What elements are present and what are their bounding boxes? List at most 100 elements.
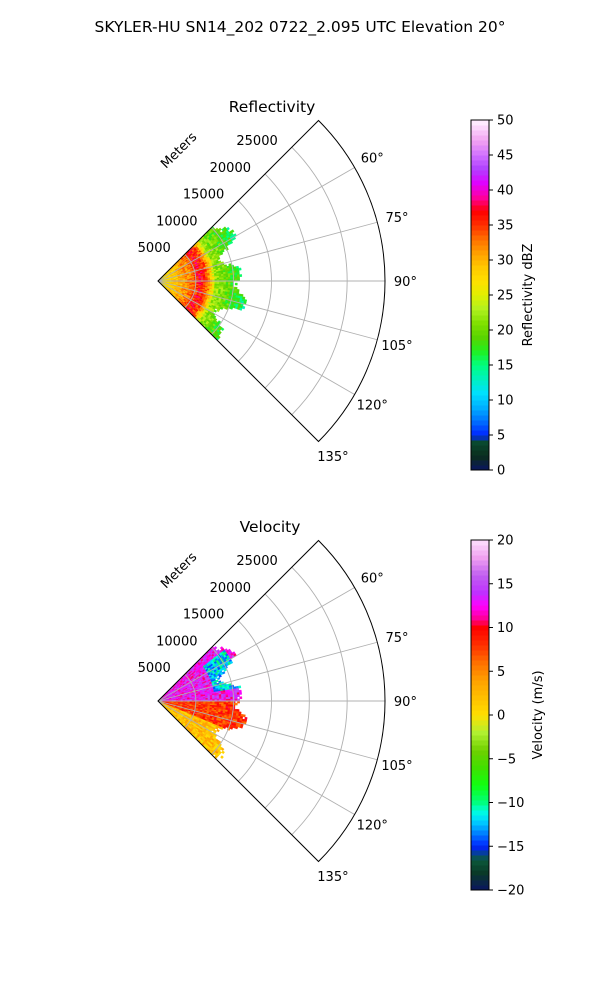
velocity-colorbar-segment <box>471 540 489 546</box>
reflectivity-colorbar-segment <box>471 330 489 336</box>
reflectivity-azimuth-line <box>157 167 355 282</box>
reflectivity-colorbar-segment <box>471 460 489 466</box>
velocity-colorbar-segment <box>471 880 489 886</box>
velocity-cell <box>242 714 246 718</box>
reflectivity-colorbar-tick-label: 15 <box>497 359 514 374</box>
reflectivity-colorbar-segment <box>471 135 489 141</box>
velocity-colorbar-segment <box>471 660 489 666</box>
velocity-radial-tick-label: 20000 <box>210 581 251 596</box>
reflectivity-colorbar-segment <box>471 210 489 216</box>
reflectivity-colorbar-segment <box>471 205 489 211</box>
velocity-colorbar-segment <box>471 860 489 866</box>
velocity-angle-tick-label: 120° <box>357 819 388 834</box>
reflectivity-colorbar-label: Reflectivity dBZ <box>521 244 536 347</box>
reflectivity-colorbar-segment <box>471 200 489 206</box>
velocity-colorbar-segment <box>471 730 489 736</box>
velocity-colorbar-tick-label: 20 <box>497 534 514 549</box>
reflectivity-colorbar-segment <box>471 125 489 131</box>
velocity-angle-tick-label: 60° <box>361 571 384 586</box>
velocity-colorbar-tick-label: −5 <box>497 752 516 767</box>
reflectivity-colorbar-segment <box>471 190 489 196</box>
reflectivity-cell <box>223 277 227 280</box>
velocity-colorbar-segment <box>471 795 489 801</box>
velocity-colorbar-segment <box>471 605 489 611</box>
velocity-cell <box>223 697 227 700</box>
velocity-cell <box>215 679 219 683</box>
reflectivity-colorbar-segment <box>471 145 489 151</box>
velocity-colorbar-segment <box>471 855 489 861</box>
reflectivity-title: Reflectivity <box>229 98 316 116</box>
velocity-colorbar-segment <box>471 835 489 841</box>
velocity-colorbar-segment <box>471 585 489 591</box>
velocity-cell <box>230 694 234 698</box>
reflectivity-colorbar-segment <box>471 260 489 266</box>
reflectivity-cell <box>213 309 217 313</box>
reflectivity-cell <box>241 305 246 310</box>
reflectivity-colorbar-segment <box>471 325 489 331</box>
reflectivity-colorbar-segment <box>471 465 489 471</box>
reflectivity-colorbar-segment <box>471 250 489 256</box>
velocity-cell <box>220 755 224 760</box>
velocity-colorbar-segment <box>471 600 489 606</box>
velocity-colorbar-segment <box>471 620 489 626</box>
velocity-radial-tick-label: 5000 <box>138 661 171 676</box>
velocity-colorbar-segment <box>471 640 489 646</box>
reflectivity-colorbar-ticks: 0 5 10 15 20 25 30 35 40 45 50 <box>489 114 514 479</box>
reflectivity-cell <box>226 226 230 231</box>
velocity-panel: Velocity 5000 10000 15000 20000 25000 60° 75°… <box>138 518 417 885</box>
reflectivity-cell <box>236 274 240 278</box>
reflectivity-radial-tick-label: 25000 <box>236 134 277 149</box>
reflectivity-colorbar-segment <box>471 255 489 261</box>
reflectivity-colorbar-segment <box>471 285 489 291</box>
reflectivity-colorbar-segment <box>471 305 489 311</box>
velocity-colorbar-segment <box>471 590 489 596</box>
reflectivity-colorbar-tick-label: 10 <box>497 394 514 409</box>
velocity-cell <box>234 696 238 700</box>
reflectivity-colorbar-segment <box>471 450 489 456</box>
velocity-colorbar-segment <box>471 840 489 846</box>
velocity-colorbar-segment <box>471 670 489 676</box>
velocity-cell <box>239 692 242 695</box>
reflectivity-cell <box>230 276 234 280</box>
reflectivity-radial-axis-label: Meters <box>158 130 200 172</box>
reflectivity-colorbar-segment <box>471 235 489 241</box>
reflectivity-colorbar-segment <box>471 390 489 396</box>
reflectivity-colorbar-segment <box>471 365 489 371</box>
velocity-colorbar-segment <box>471 555 489 561</box>
reflectivity-cell <box>234 274 238 278</box>
velocity-colorbar-segment <box>471 790 489 796</box>
reflectivity-azimuth-line <box>157 280 355 395</box>
reflectivity-colorbar-segment <box>471 345 489 351</box>
reflectivity-colorbar-segment <box>471 185 489 191</box>
velocity-cell <box>238 685 242 689</box>
reflectivity-cell <box>225 277 229 280</box>
reflectivity-azimuth-line <box>157 221 378 282</box>
reflectivity-colorbar-segment <box>471 270 489 276</box>
velocity-colorbar-segment <box>471 785 489 791</box>
velocity-cell <box>221 697 225 700</box>
velocity-colorbar: −20 −15 −10 −5 0 5 10 15 20 Velocity (m/s) <box>470 534 546 899</box>
reflectivity-cell <box>234 276 238 280</box>
velocity-angle-tick-labels: 60° 75° 90° 105° 120° 135° <box>317 571 417 885</box>
velocity-colorbar-segment <box>471 800 489 806</box>
velocity-colorbar-segment <box>471 625 489 631</box>
reflectivity-colorbar-tick-label: 40 <box>497 184 514 199</box>
velocity-colorbar-segment <box>471 810 489 816</box>
reflectivity-colorbar-tick-label: 50 <box>497 114 514 129</box>
velocity-colorbar-tick-label: 10 <box>497 621 514 636</box>
velocity-colorbar-segment <box>471 725 489 731</box>
figure-suptitle: SKYLER-HU SN14_202 0722_2.095 UTC Elevat… <box>95 18 506 37</box>
velocity-colorbar-tick-label: 5 <box>497 665 505 680</box>
reflectivity-colorbar: 0 5 10 15 20 25 30 35 40 45 50 Reflectivity dBZ <box>470 114 536 479</box>
reflectivity-colorbar-segment <box>471 215 489 221</box>
reflectivity-colorbar-segment <box>471 335 489 341</box>
reflectivity-angle-tick-label: 105° <box>381 339 412 354</box>
reflectivity-colorbar-tick-label: 5 <box>497 429 505 444</box>
reflectivity-cell <box>229 240 234 245</box>
velocity-colorbar-segment <box>471 865 489 871</box>
velocity-angle-tick-label: 75° <box>385 631 408 646</box>
velocity-colorbar-segment <box>471 575 489 581</box>
velocity-colorbar-segment <box>471 815 489 821</box>
velocity-colorbar-segment <box>471 635 489 641</box>
velocity-colorbar-segment <box>471 745 489 751</box>
